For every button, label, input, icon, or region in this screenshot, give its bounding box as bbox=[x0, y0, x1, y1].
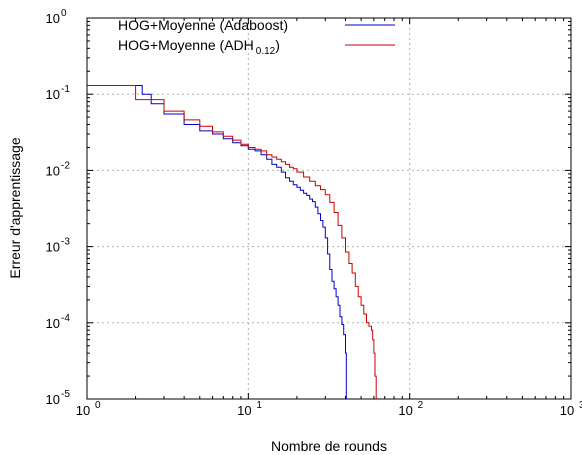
x-tick-exponent: 0 bbox=[95, 400, 101, 411]
y-axis-label: Erreur d'apprentissage bbox=[7, 137, 23, 278]
x-tick-exponent: 1 bbox=[256, 400, 262, 411]
x-tick-label: 10 bbox=[237, 403, 251, 418]
series-line-2 bbox=[87, 85, 377, 399]
y-tick-exponent: 0 bbox=[61, 8, 67, 19]
series-line-1 bbox=[87, 85, 347, 399]
legend-label-1: HOG+Moyenne (Adaboost) bbox=[118, 17, 288, 33]
x-tick-exponent: 3 bbox=[579, 400, 582, 411]
legend-label-2: HOG+Moyenne (ADH 0.12) bbox=[118, 37, 280, 57]
x-axis-label: Nombre de rounds bbox=[271, 438, 387, 454]
x-tick-exponent: 2 bbox=[418, 400, 424, 411]
y-tick-label: 10 bbox=[46, 392, 60, 407]
y-tick-label: 10 bbox=[46, 163, 60, 178]
grid-layer bbox=[87, 18, 571, 399]
x-tick-label: 10 bbox=[560, 403, 574, 418]
ticks-layer: 10 0 10 1 10 2 10 310 010 -110 -210 -310 -410 -5 bbox=[46, 8, 582, 418]
y-tick-exponent: -5 bbox=[61, 389, 70, 400]
series-layer bbox=[87, 85, 377, 399]
y-tick-exponent: -4 bbox=[61, 313, 70, 324]
y-tick-exponent: -2 bbox=[61, 160, 70, 171]
y-tick-exponent: -3 bbox=[61, 237, 70, 248]
x-tick-label: 10 bbox=[398, 403, 412, 418]
y-tick-label: 10 bbox=[46, 11, 60, 26]
y-tick-label: 10 bbox=[46, 240, 60, 255]
plot-frame bbox=[86, 17, 572, 400]
y-tick-label: 10 bbox=[46, 316, 60, 331]
x-tick-label: 10 bbox=[76, 403, 90, 418]
y-tick-label: 10 bbox=[46, 87, 60, 102]
legend: HOG+Moyenne (Adaboost) HOG+Moyenne (ADH 0.… bbox=[118, 17, 395, 57]
y-tick-exponent: -1 bbox=[61, 84, 70, 95]
